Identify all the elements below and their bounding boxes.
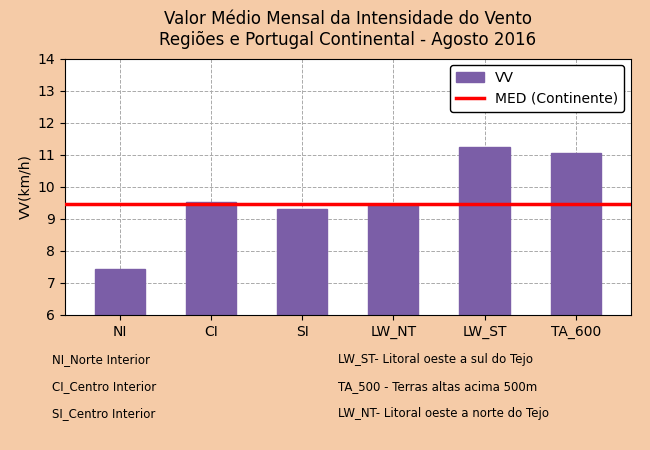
- Legend: VV, MED (Continente): VV, MED (Continente): [450, 65, 623, 112]
- Bar: [369, 204, 419, 315]
- Bar: [186, 202, 236, 315]
- Bar: [95, 269, 145, 315]
- Text: SI_Centro Interior: SI_Centro Interior: [52, 407, 155, 420]
- Text: NI_Norte Interior: NI_Norte Interior: [52, 353, 150, 366]
- Title: Valor Médio Mensal da Intensidade do Vento
Regiões e Portugal Continental - Agos: Valor Médio Mensal da Intensidade do Ven…: [159, 10, 536, 49]
- Text: TA_500 - Terras altas acima 500m: TA_500 - Terras altas acima 500m: [338, 380, 538, 393]
- Text: CI_Centro Interior: CI_Centro Interior: [52, 380, 156, 393]
- Bar: [460, 147, 510, 315]
- Text: LW_NT- Litoral oeste a norte do Tejo: LW_NT- Litoral oeste a norte do Tejo: [338, 407, 549, 420]
- Bar: [277, 209, 327, 315]
- Bar: [551, 153, 601, 315]
- Y-axis label: VV(km/h): VV(km/h): [18, 154, 32, 219]
- Text: LW_ST- Litoral oeste a sul do Tejo: LW_ST- Litoral oeste a sul do Tejo: [338, 353, 533, 366]
